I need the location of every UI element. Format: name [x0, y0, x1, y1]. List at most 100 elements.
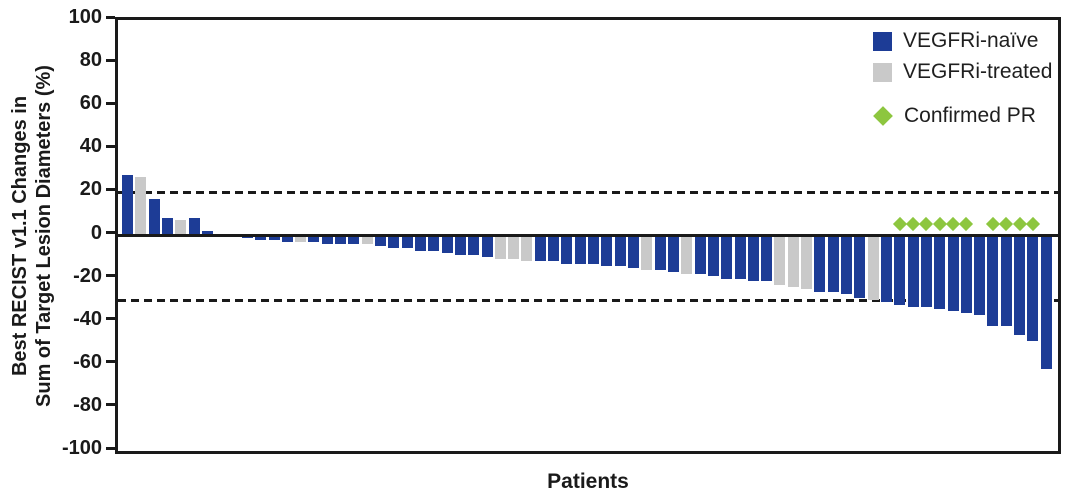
patient-bar [787, 235, 799, 288]
patient-bar [920, 235, 932, 307]
patient-bar [614, 235, 626, 266]
legend: VEGFRi-naïve VEGFRi-treated Confirmed PR [873, 29, 1052, 135]
vegfri-naive-swatch-icon [873, 31, 892, 51]
patient-bar [135, 177, 147, 236]
vegfri-treated-swatch-icon [873, 62, 892, 82]
confirmed-pr-diamond-icon [873, 106, 893, 126]
y-tick [106, 187, 115, 191]
patient-bar [814, 235, 826, 292]
y-tick [106, 144, 115, 148]
patient-bar [201, 231, 213, 236]
patient-bar [867, 235, 879, 301]
patient-bar [122, 175, 133, 236]
patient-bar [960, 235, 972, 314]
patient-bar [601, 235, 613, 266]
patient-bar [747, 235, 759, 281]
y-tick-label: 100 [68, 6, 102, 28]
y-tick-label: -40 [73, 307, 102, 330]
patient-bar [521, 235, 533, 262]
patient-bar [987, 235, 999, 326]
patient-bar [934, 235, 946, 309]
patient-bar [641, 235, 653, 270]
legend-label-vegfri-treated: VEGFRi-treated [903, 60, 1053, 83]
patient-bar [548, 235, 560, 262]
patient-bar [947, 235, 959, 311]
patient-bar [774, 235, 786, 286]
patient-bar [721, 235, 733, 279]
zero-axis-line [118, 234, 1058, 237]
y-tick-label: 20 [79, 178, 102, 201]
patient-bar [335, 235, 346, 245]
x-axis-title: Patients [547, 470, 629, 493]
patient-bar [401, 235, 413, 249]
patient-bar [854, 235, 866, 298]
patient-bar [667, 235, 679, 273]
patient-bar [841, 235, 852, 294]
patient-bar [268, 235, 280, 240]
legend-label-confirmed-pr: Confirmed PR [904, 104, 1036, 127]
confirmed-pr-diamond [919, 216, 934, 231]
patient-bar [388, 235, 400, 249]
y-tick [106, 231, 115, 234]
threshold-line-20 [118, 190, 1058, 194]
patient-bar [1014, 235, 1026, 335]
patient-bar [481, 235, 493, 258]
legend-item-confirmed-pr: Confirmed PR [873, 104, 1052, 128]
y-tick-label: 60 [79, 92, 102, 115]
patient-bar [148, 198, 160, 236]
y-tick [106, 403, 115, 407]
patient-bar [894, 235, 906, 305]
patient-bar [321, 235, 333, 245]
legend-item-vegfri-treated: VEGFRi-treated [873, 60, 1052, 84]
patient-bar [734, 235, 746, 279]
patient-bar [1000, 235, 1012, 326]
patient-bar [175, 220, 187, 236]
patient-bar [974, 235, 986, 316]
patient-bar [361, 235, 373, 245]
patient-bar [281, 235, 293, 242]
confirmed-pr-diamond [999, 216, 1014, 231]
patient-bar [681, 235, 693, 275]
patient-bar [761, 235, 773, 281]
patient-bar [880, 235, 892, 303]
patient-bar [295, 235, 307, 242]
y-tick [106, 15, 115, 19]
patient-bar [494, 235, 506, 260]
patient-bar [588, 235, 599, 264]
confirmed-pr-diamond [959, 216, 974, 231]
patient-bar [468, 235, 480, 255]
patient-bar [1027, 235, 1039, 342]
patient-bar [255, 235, 267, 240]
legend-item-vegfri-naive: VEGFRi-naïve [873, 29, 1052, 53]
y-tick [106, 58, 115, 62]
plot-area: VEGFRi-naïve VEGFRi-treated Confirmed PR [115, 17, 1061, 454]
patient-bar [627, 235, 639, 268]
plot-inner: VEGFRi-naïve VEGFRi-treated Confirmed PR [118, 20, 1058, 451]
y-tick [106, 101, 115, 105]
confirmed-pr-diamond [1025, 216, 1040, 231]
y-tick-label: 0 [90, 221, 102, 244]
patient-bar [454, 235, 466, 255]
y-tick [106, 360, 115, 364]
patient-bar [654, 235, 666, 270]
y-tick-label: -80 [73, 393, 102, 416]
patient-bar [561, 235, 573, 264]
patient-bar [707, 235, 719, 277]
patient-bar [308, 235, 320, 242]
patient-bar [161, 218, 173, 236]
y-axis-title-line1: Best RECIST v1.1 Changes in [9, 95, 31, 377]
y-tick-label: -60 [73, 350, 102, 373]
y-tick [106, 274, 115, 278]
patient-bar [348, 235, 360, 245]
patient-bar [574, 235, 586, 264]
patient-bar [827, 235, 839, 292]
y-tick-label: -20 [73, 264, 102, 287]
patient-bar [907, 235, 919, 307]
patient-bar [1040, 235, 1052, 370]
y-tick-label: 40 [79, 135, 102, 158]
patient-bar [375, 235, 386, 247]
threshold-line--30 [118, 298, 1058, 302]
patient-bar [801, 235, 812, 290]
legend-label-vegfri-naive: VEGFRi-naïve [903, 29, 1039, 52]
